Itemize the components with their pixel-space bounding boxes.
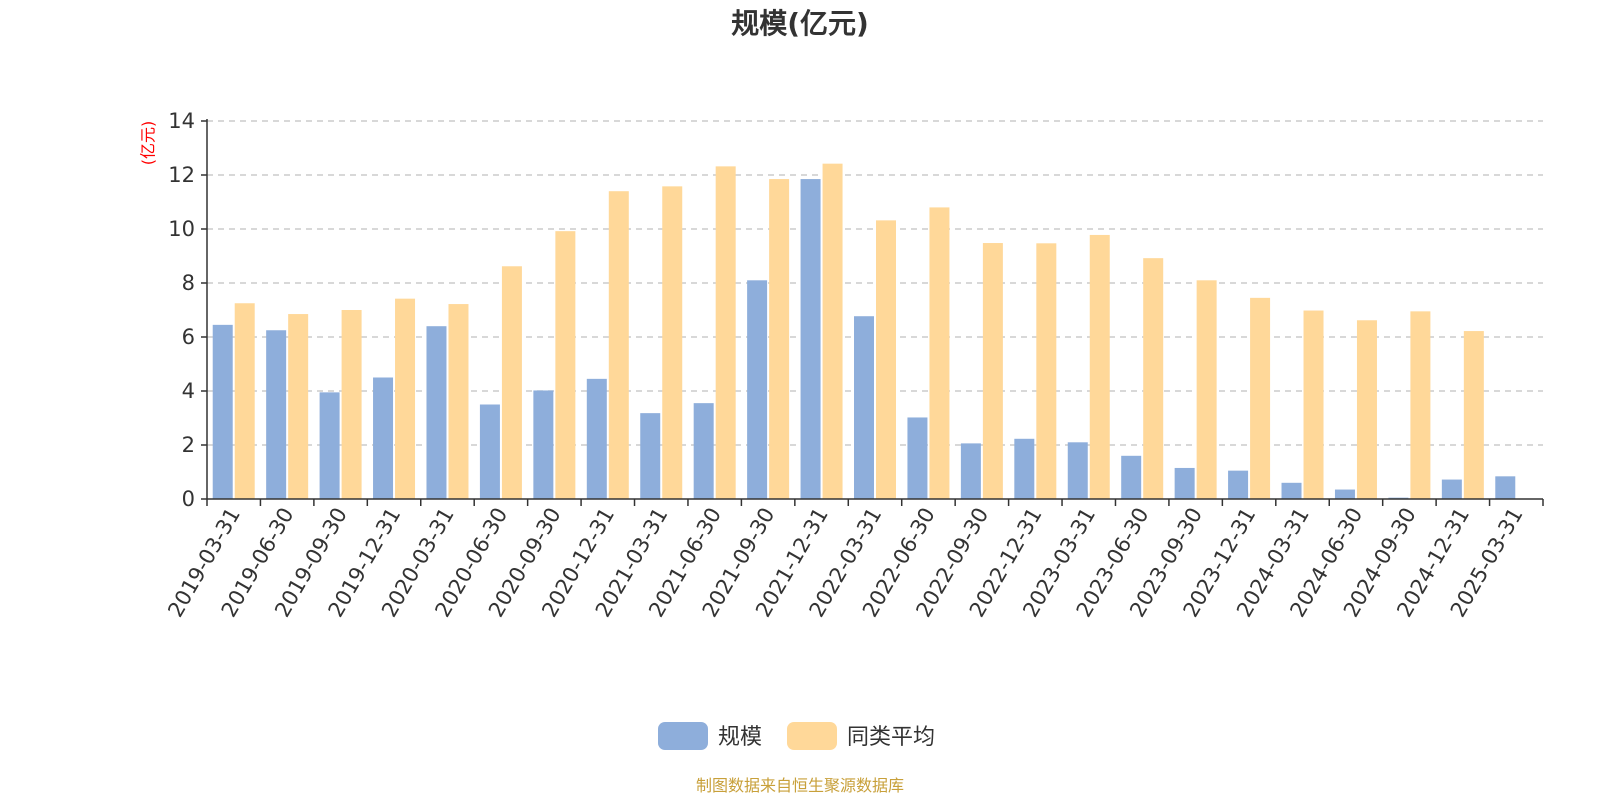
bar-series-1-2024-03-31[interactable]: [1281, 482, 1302, 499]
y-tick-label: 10: [168, 217, 195, 241]
bar-series-2-2022-06-30[interactable]: [929, 207, 950, 499]
y-tick-label: 6: [182, 325, 195, 349]
bar-series-2-2020-03-31[interactable]: [448, 304, 469, 499]
bar-series-1-2023-12-31[interactable]: [1228, 470, 1249, 499]
bar-series-1-2019-06-30[interactable]: [266, 330, 287, 499]
bar-series-1-2021-03-31[interactable]: [640, 413, 661, 499]
bar-series-2-2022-09-30[interactable]: [982, 243, 1003, 499]
legend: 规模 同类平均: [658, 722, 935, 750]
y-tick-label: 4: [182, 379, 195, 403]
bar-series-2-2020-09-30[interactable]: [555, 231, 576, 499]
x-tick-labels: 2019-03-312019-06-302019-09-302019-12-31…: [163, 503, 1527, 621]
bar-series-2-2023-06-30[interactable]: [1143, 258, 1164, 499]
bar-series-2-2021-12-31[interactable]: [822, 163, 843, 499]
bar-series-1-2019-09-30[interactable]: [319, 392, 340, 499]
y-tick-label: 2: [182, 433, 195, 457]
bar-series-2-2023-09-30[interactable]: [1196, 280, 1217, 499]
bar-series-2-2020-12-31[interactable]: [608, 191, 629, 499]
y-tick-label: 12: [168, 163, 195, 187]
bar-series-1-2020-06-30[interactable]: [479, 404, 500, 500]
bar-series-2-2024-03-31[interactable]: [1303, 310, 1324, 499]
legend-label-series-1: 规模: [718, 725, 762, 750]
y-tick-label: 0: [182, 487, 195, 511]
y-axis-unit-label: (亿元): [139, 121, 158, 166]
bar-series-2-2023-12-31[interactable]: [1250, 297, 1271, 499]
bar-series-1-2023-09-30[interactable]: [1174, 467, 1195, 499]
y-tick-labels: 0 2 4 6 8 10 12 14: [168, 109, 195, 511]
bar-series-1-2022-03-31[interactable]: [854, 316, 874, 499]
bar-series-1-2024-12-31[interactable]: [1441, 479, 1462, 499]
bar-series-2-2024-12-31[interactable]: [1463, 331, 1484, 499]
bar-series-2-2021-06-30[interactable]: [715, 166, 736, 500]
bar-series-1-2019-03-31[interactable]: [212, 324, 233, 499]
y-tick-label: 8: [182, 271, 195, 295]
bar-series-1-2022-12-31[interactable]: [1014, 438, 1035, 499]
bar-series-1-2019-12-31[interactable]: [373, 377, 394, 500]
legend-swatch-series-1: [658, 722, 708, 750]
bar-series-1-2021-12-31[interactable]: [800, 179, 821, 500]
bar-series-1-2023-03-31[interactable]: [1067, 442, 1088, 499]
bar-series-2-2024-06-30[interactable]: [1356, 320, 1377, 499]
bar-series-2-2022-12-31[interactable]: [1036, 243, 1057, 499]
bar-series-1-2021-09-30[interactable]: [747, 280, 768, 499]
bar-series-2-2020-06-30[interactable]: [501, 266, 522, 499]
bar-series-2-2019-09-30[interactable]: [341, 310, 362, 499]
y-tick-label: 14: [168, 109, 195, 133]
bar-series-1-2020-09-30[interactable]: [533, 390, 554, 499]
chart-title: 规模(亿元): [731, 7, 869, 40]
bars: [212, 163, 1516, 500]
bar-series-1-2025-03-31[interactable]: [1495, 476, 1516, 499]
legend-item-series-1[interactable]: 规模: [658, 722, 762, 750]
bar-series-2-2019-06-30[interactable]: [288, 314, 309, 499]
bar-series-1-2022-06-30[interactable]: [907, 417, 928, 499]
bar-series-2-2024-09-30[interactable]: [1410, 311, 1431, 499]
bar-series-2-2019-03-31[interactable]: [234, 303, 255, 499]
bar-series-2-2023-03-31[interactable]: [1089, 234, 1110, 499]
bar-series-1-2020-03-31[interactable]: [426, 326, 447, 499]
bar-series-1-2023-06-30[interactable]: [1121, 455, 1142, 499]
bar-series-2-2021-03-31[interactable]: [662, 186, 683, 499]
legend-label-series-2: 同类平均: [847, 725, 935, 750]
data-source-note: 制图数据来自恒生聚源数据库: [696, 776, 904, 795]
bar-series-2-2022-03-31[interactable]: [876, 220, 896, 500]
bar-series-2-2021-09-30[interactable]: [769, 179, 790, 500]
bar-series-1-2021-06-30[interactable]: [693, 403, 714, 499]
axes: [201, 119, 1544, 506]
bar-series-1-2024-06-30[interactable]: [1334, 489, 1355, 499]
bar-series-1-2020-12-31[interactable]: [586, 378, 607, 499]
bar-series-1-2022-09-30[interactable]: [960, 443, 981, 499]
legend-item-series-2[interactable]: 同类平均: [787, 722, 935, 750]
bar-series-2-2019-12-31[interactable]: [395, 298, 416, 499]
legend-swatch-series-2: [787, 722, 837, 750]
